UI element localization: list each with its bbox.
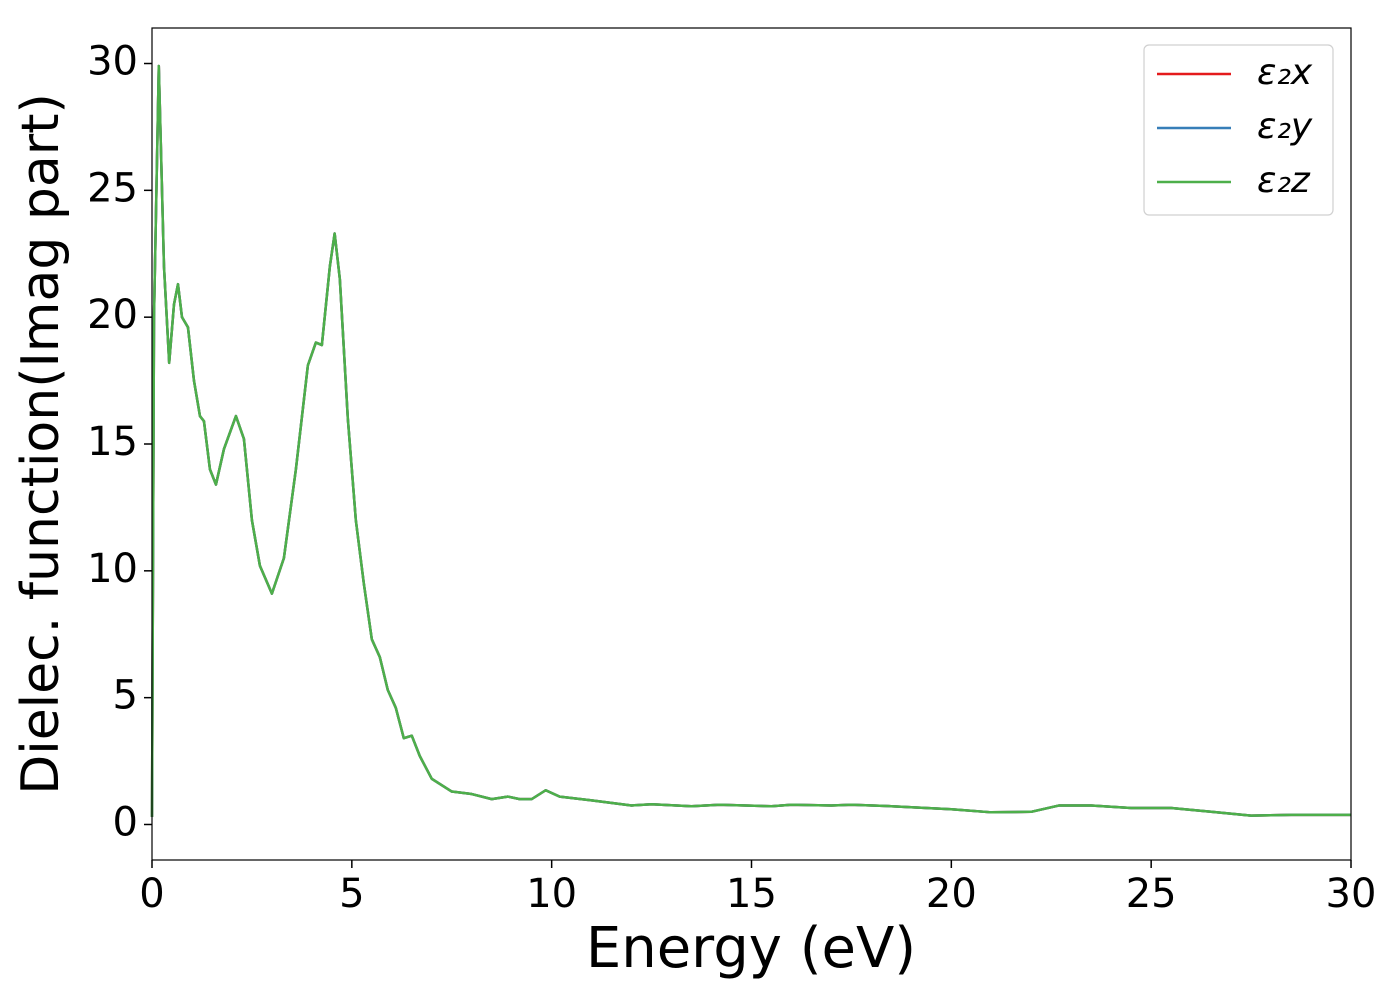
y-tick-label: 0: [113, 799, 138, 845]
x-tick-label: 30: [1326, 871, 1377, 917]
y-tick-label: 15: [87, 419, 138, 465]
y-tick-label: 30: [87, 39, 138, 85]
legend-box: [1143, 44, 1334, 216]
x-tick-label: 25: [1126, 871, 1177, 917]
y-tick-label: 5: [113, 673, 138, 719]
y-axis-label: Dielec. function(Imag part): [11, 93, 71, 795]
legend-label: ε₂x: [1257, 52, 1313, 93]
legend-label: ε₂y: [1257, 106, 1313, 147]
x-tick-label: 20: [926, 871, 977, 917]
x-tick-label: 0: [139, 871, 164, 917]
plot-frame: [151, 27, 1352, 861]
y-tick-label: 10: [87, 546, 138, 592]
series-line: [150, 64, 1351, 817]
y-tick-label: 20: [87, 292, 138, 338]
x-tick-label: 5: [339, 871, 364, 917]
legend-label: ε₂z: [1257, 160, 1311, 201]
x-axis-label: Energy (eV): [586, 916, 916, 981]
x-tick-label: 15: [726, 871, 777, 917]
x-tick-label: 10: [526, 871, 577, 917]
y-tick-label: 25: [87, 165, 138, 211]
